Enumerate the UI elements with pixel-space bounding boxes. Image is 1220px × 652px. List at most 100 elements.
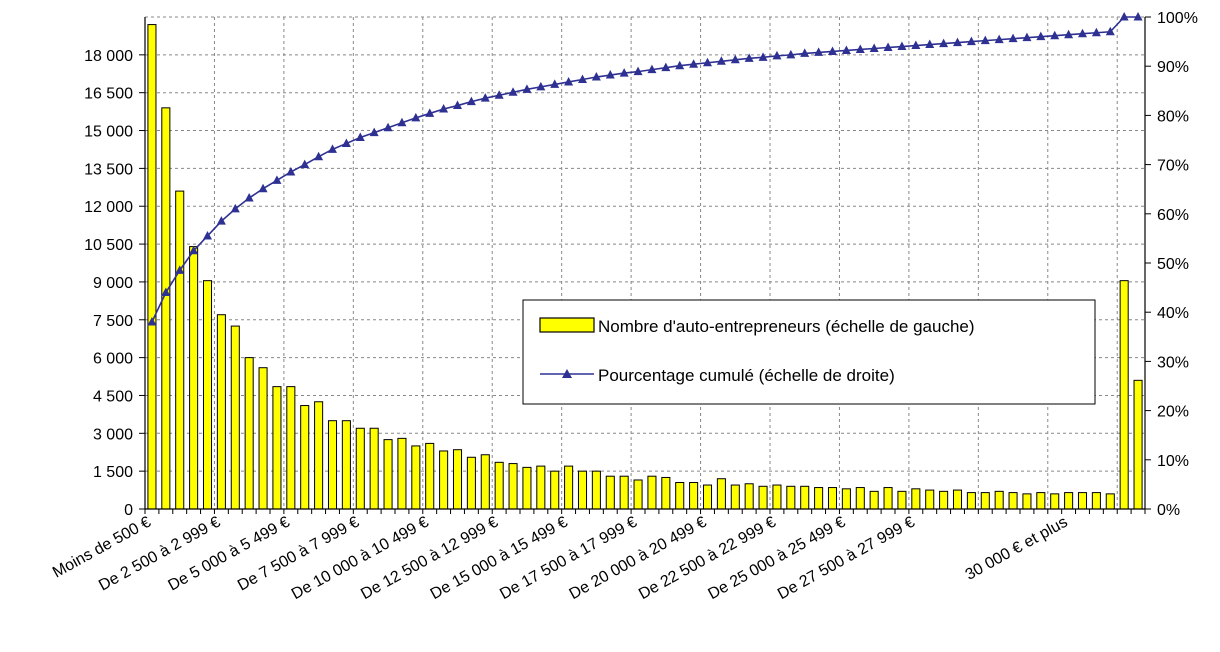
bar (1008, 492, 1018, 510)
bar (202, 280, 213, 510)
bar (216, 314, 226, 510)
bar (661, 476, 671, 510)
bar (605, 475, 615, 510)
line-point-triangle-icon (800, 48, 810, 57)
bar (744, 483, 754, 510)
line-point-triangle-icon (925, 39, 935, 49)
line-point-triangle-icon (647, 64, 657, 74)
legend: Nombre d'auto-entrepreneurs (échelle de … (522, 299, 1096, 405)
legend-box (522, 299, 1096, 405)
line-point-triangle-icon (980, 35, 990, 45)
line-point-triangle-icon (772, 50, 782, 60)
y-left-tick-label: 18 000 (84, 48, 133, 65)
line-point-triangle-icon (397, 117, 407, 127)
bar (411, 445, 421, 510)
line-point-triangle-icon (480, 93, 490, 102)
bar (522, 466, 532, 510)
y-left-tick-label: 15 000 (84, 124, 133, 141)
line-point-triangle-icon (536, 81, 546, 91)
bar (647, 475, 657, 510)
axes (139, 16, 1151, 514)
line-path (151, 16, 1139, 323)
y-right-tick-label: 70% (1157, 158, 1189, 175)
line-point-triangle-icon (1078, 28, 1087, 38)
line-point-triangle-icon (1022, 32, 1032, 42)
bar (1077, 492, 1088, 510)
bar (439, 450, 449, 510)
bar (577, 470, 588, 510)
bar (1105, 493, 1115, 510)
x-axis-labels: Moins de 500 €De 2 500 à 2 999 €De 5 000… (50, 514, 1071, 604)
line-point-triangle-icon (605, 70, 615, 79)
y-right-tick-label: 40% (1157, 305, 1189, 322)
line-point-triangle-icon (716, 56, 726, 65)
line-point-triangle-icon (550, 79, 560, 88)
bar (480, 454, 490, 510)
y-axis-right-labels: 0% 10% 20% 30% 40% 50% 60% 70% 80% 90% 100% (1157, 10, 1198, 519)
line-series (147, 12, 1143, 326)
line-point-triangle-icon (730, 54, 740, 64)
x-tick-label: De 2 500 à 2 999 € (96, 514, 223, 595)
x-tick-label: De 5 000 à 5 499 € (165, 514, 292, 595)
bar (258, 367, 268, 510)
line-point-triangle-icon (1091, 27, 1101, 37)
line-point-triangle-icon (994, 34, 1004, 44)
y-left-tick-label: 1 500 (93, 464, 133, 481)
line-point-triangle-icon (494, 90, 504, 99)
line-point-triangle-icon (244, 193, 254, 202)
y-left-tick-label: 16 500 (84, 86, 133, 103)
bar (550, 470, 560, 510)
legend-triangle-icon (562, 369, 572, 378)
line-point-triangle-icon (216, 216, 226, 225)
line-point-triangle-icon (1036, 31, 1046, 41)
line-point-triangle-icon (869, 43, 879, 52)
line-point-triangle-icon (744, 53, 754, 62)
bar (536, 465, 546, 510)
bar-series (147, 24, 1143, 510)
bar (911, 488, 921, 510)
bar (1119, 280, 1129, 510)
line-point-triangle-icon (786, 49, 796, 59)
bar (952, 489, 963, 510)
bar (702, 484, 713, 510)
bar (633, 479, 643, 510)
bar (1133, 379, 1143, 510)
line-point-triangle-icon (161, 287, 171, 297)
y-right-tick-label: 50% (1157, 256, 1189, 273)
line-point-triangle-icon (1133, 12, 1143, 21)
line-point-triangle-icon (1119, 12, 1129, 21)
line-point-triangle-icon (814, 47, 824, 56)
line-point-triangle-icon (203, 230, 212, 240)
bar (286, 386, 296, 510)
line-point-triangle-icon (175, 265, 185, 274)
line-point-triangle-icon (272, 175, 282, 184)
line-point-triangle-icon (189, 245, 199, 255)
bar (800, 485, 810, 510)
bar (1036, 492, 1046, 510)
bar (244, 357, 254, 510)
bar (189, 246, 199, 510)
line-point-triangle-icon (1008, 33, 1018, 43)
line-point-triangle-icon (383, 122, 393, 132)
line-point-triangle-icon (758, 52, 768, 61)
line-point-triangle-icon (328, 144, 337, 153)
bar (869, 490, 879, 510)
y-right-tick-label: 100% (1157, 10, 1198, 27)
line-point-triangle-icon (703, 57, 712, 67)
bar (772, 484, 782, 510)
y-right-tick-label: 10% (1157, 453, 1189, 470)
legend-label-bars: Nombre d'auto-entrepreneurs (échelle de … (598, 317, 975, 336)
bar (619, 475, 629, 510)
bar (994, 490, 1004, 510)
bar (425, 442, 435, 510)
bar (814, 487, 824, 510)
y-right-tick-label: 20% (1157, 404, 1189, 421)
bar (564, 465, 574, 510)
line-point-triangle-icon (411, 112, 421, 122)
bar (827, 487, 838, 510)
legend-bar-swatch (539, 317, 595, 333)
y-left-tick-label: 9 000 (93, 275, 133, 292)
line-point-triangle-icon (1050, 30, 1060, 40)
y-left-tick-label: 13 500 (84, 161, 133, 178)
line-point-triangle-icon (633, 66, 643, 76)
